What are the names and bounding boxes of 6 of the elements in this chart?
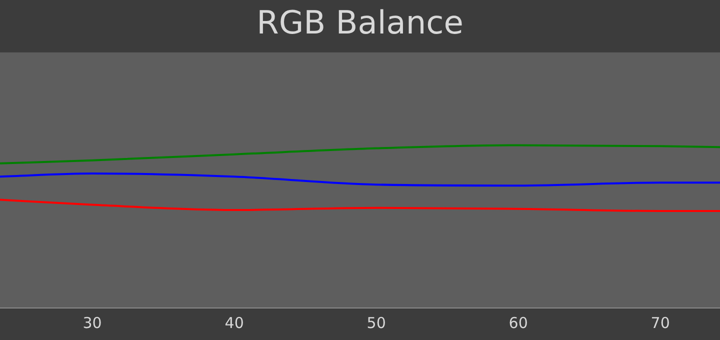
x-tick-label: 70	[650, 314, 670, 332]
chart-title: RGB Balance	[256, 4, 464, 42]
x-tick-label: 60	[508, 314, 528, 332]
x-tick-label: 40	[224, 314, 244, 332]
x-tick-label: 30	[82, 314, 102, 332]
x-tick-label: 50	[366, 314, 386, 332]
